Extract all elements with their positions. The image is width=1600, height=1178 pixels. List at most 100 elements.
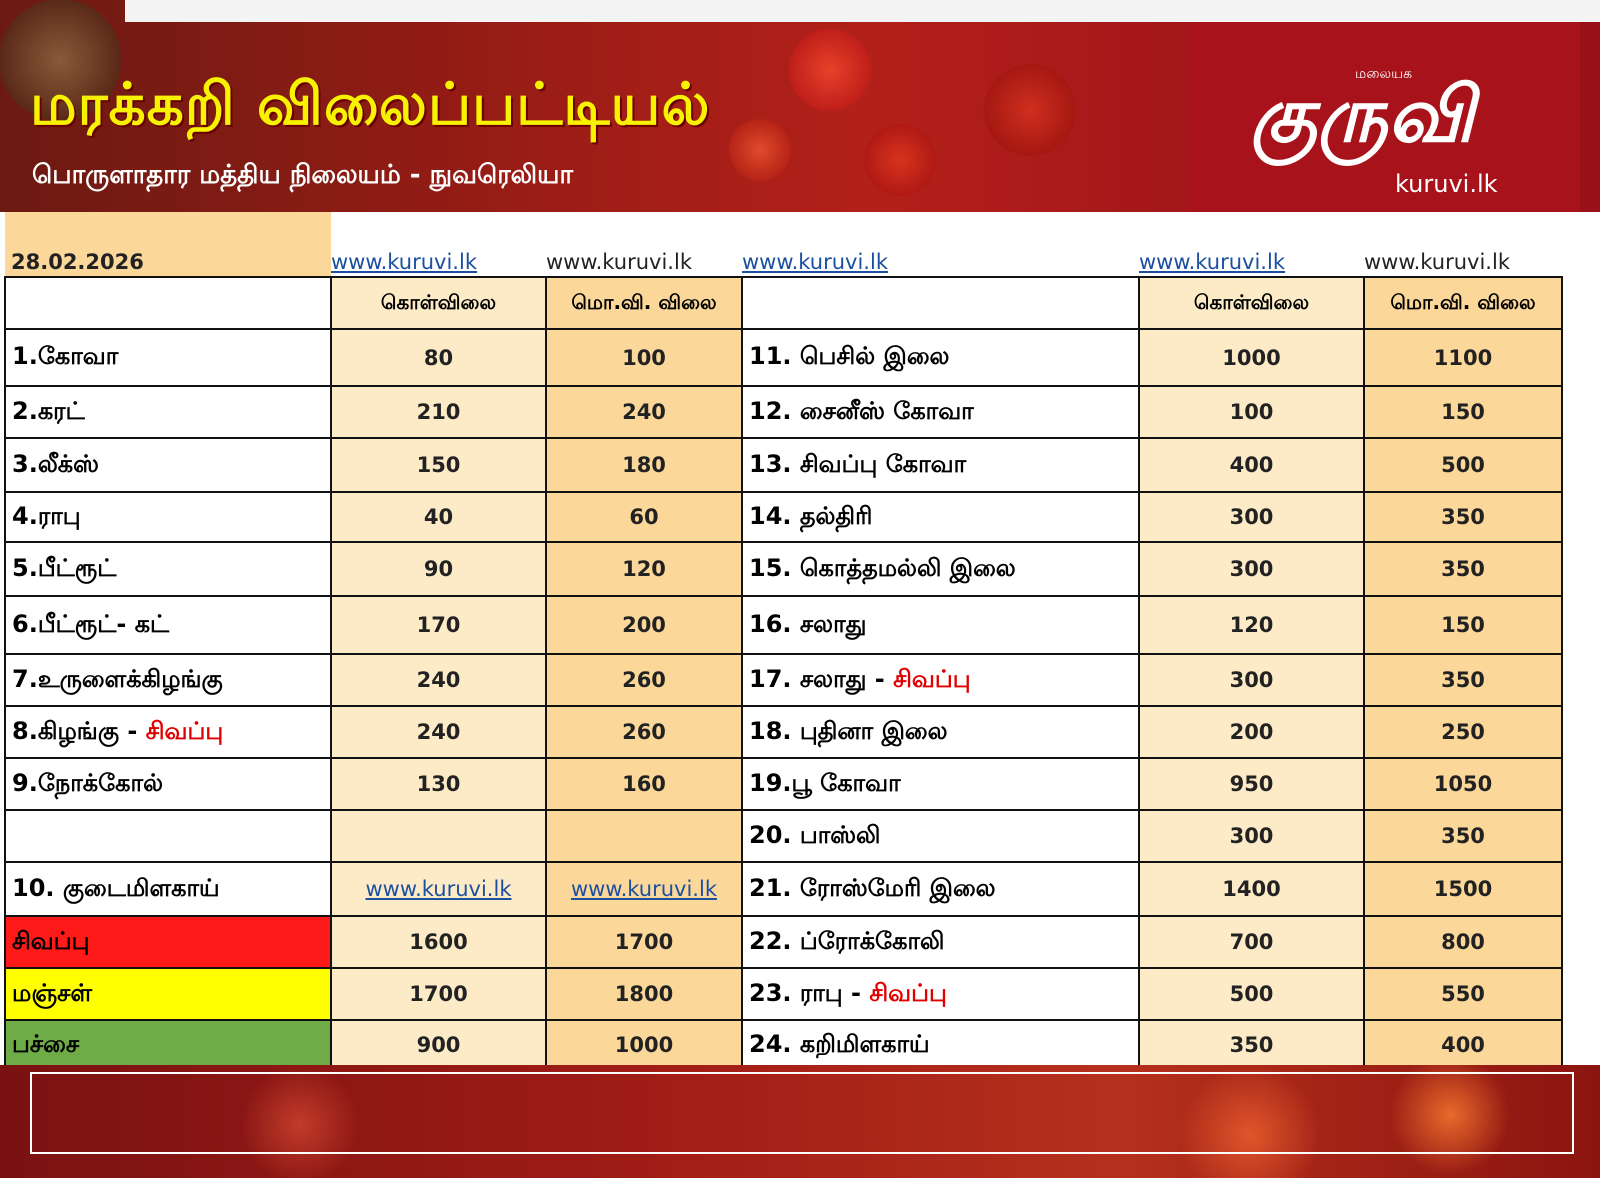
table-row: 6.பீட்ரூட்- கட் 170 200 16. சலாது 120 150 xyxy=(4,595,1563,655)
wholesale-price: 130 xyxy=(330,757,547,811)
retail-price: 350 xyxy=(1363,541,1563,597)
wholesale-price: 80 xyxy=(330,328,547,387)
vegetable-label: சிவப்பு xyxy=(12,926,90,955)
wholesale-price: 500 xyxy=(1138,967,1365,1021)
column-header-retail: மொ.வி. விலை xyxy=(1363,276,1563,330)
wholesale-price: 240 xyxy=(330,705,547,759)
footer-banner xyxy=(0,1065,1600,1178)
wholesale-price xyxy=(330,809,547,863)
wholesale-price: 90 xyxy=(330,541,547,597)
wholesale-price: 950 xyxy=(1138,757,1365,811)
wholesale-price: 300 xyxy=(1138,541,1365,597)
vegetable-label: 13. சிவப்பு கோவா xyxy=(749,449,967,478)
vegetable-name: 15. கொத்தமல்லி இலை xyxy=(741,541,1140,597)
table-row: 7.உருளைக்கிழங்கு 240 260 17. சலாது - சிவப்ப… xyxy=(4,653,1563,707)
watermark-link[interactable]: www.kuruvi.lk xyxy=(742,250,888,274)
kuruvi-logo[interactable]: குருவி xyxy=(1250,70,1474,159)
vegetable-name: 18. புதினா இலை xyxy=(741,705,1140,759)
retail-price[interactable]: www.kuruvi.lk xyxy=(545,861,743,917)
retail-price: 1000 xyxy=(545,1019,743,1071)
vegetable-label: பச்சை xyxy=(12,1029,80,1058)
wholesale-price: 120 xyxy=(1138,595,1365,655)
retail-price: 160 xyxy=(545,757,743,811)
vegetable-name: 10. குடைமிளகாய் xyxy=(4,861,332,917)
retail-price: 260 xyxy=(545,653,743,707)
wholesale-price: 210 xyxy=(330,385,547,439)
vegetable-name: 2.கரட் xyxy=(4,385,332,439)
vegetable-label: 3.லீக்ஸ் xyxy=(12,449,99,478)
table-row: 8.கிழங்கு - சிவப்பு 240 260 18. புதினா இலை 2… xyxy=(4,705,1563,759)
wholesale-price: 900 xyxy=(330,1019,547,1071)
table-row: சிவப்பு 1600 1700 22. ப்ரோக்கோலி 700 800 xyxy=(4,915,1563,969)
wholesale-price: 1400 xyxy=(1138,861,1365,917)
wholesale-price: 300 xyxy=(1138,491,1365,543)
table-row: 3.லீக்ஸ் 150 180 13. சிவப்பு கோவா 400 500 xyxy=(4,437,1563,493)
vegetable-name: 19.பூ கோவா xyxy=(741,757,1140,811)
vegetable-name: 24. கறிமிளகாய் xyxy=(741,1019,1140,1071)
retail-price: 1800 xyxy=(545,967,743,1021)
retail-price: 350 xyxy=(1363,809,1563,863)
watermark-link[interactable]: www.kuruvi.lk xyxy=(1139,250,1285,274)
retail-price: 260 xyxy=(545,705,743,759)
empty-header-cell xyxy=(741,276,1140,330)
column-header-wholesale: கொள்விலை xyxy=(330,276,547,330)
vegetable-label: 9.நோக்கோல் xyxy=(12,768,163,797)
price-table-area: 28.02.2026 www.kuruvi.lk www.kuruvi.lk w… xyxy=(0,212,1600,1071)
vegetable-label: 5.பீட்ரூட் xyxy=(12,553,117,582)
wholesale-price: 700 xyxy=(1138,915,1365,969)
column-header-row: கொள்விலை மொ.வி. விலை கொள்விலை மொ.வி. வில… xyxy=(4,276,1563,330)
vegetable-name: 6.பீட்ரூட்- கட் xyxy=(4,595,332,655)
retail-price: 200 xyxy=(545,595,743,655)
page-subtitle: பொருளாதார மத்திய நிலையம் - நுவரெலியா xyxy=(32,160,574,190)
vegetable-label: 10. குடைமிளகாய் xyxy=(12,873,220,902)
retail-price: 240 xyxy=(545,385,743,439)
table-row: பச்சை 900 1000 24. கறிமிளகாய் 350 400 xyxy=(4,1019,1563,1071)
vegetable-name: 5.பீட்ரூட் xyxy=(4,541,332,597)
logo-background xyxy=(1190,22,1580,212)
watermark-link[interactable]: www.kuruvi.lk xyxy=(331,250,477,274)
table-row: 2.கரட் 210 240 12. சைனீஸ் கோவா 100 150 xyxy=(4,385,1563,439)
vegetable-name: 21. ரோஸ்மேரி இலை xyxy=(741,861,1140,917)
wholesale-price[interactable]: www.kuruvi.lk xyxy=(330,861,547,917)
vegetable-name: 4.ராபு xyxy=(4,491,332,543)
retail-price: 1700 xyxy=(545,915,743,969)
price-table: 28.02.2026 www.kuruvi.lk www.kuruvi.lk w… xyxy=(4,212,1563,1071)
vegetable-label: 8.கிழங்கு - xyxy=(12,716,146,745)
retail-price: 400 xyxy=(1363,1019,1563,1071)
vegetable-name: 13. சிவப்பு கோவா xyxy=(741,437,1140,493)
vegetable-label: 1.கோவா xyxy=(12,342,119,370)
retail-price: 250 xyxy=(1363,705,1563,759)
vegetable-label: மஞ்சள் xyxy=(12,978,93,1007)
retail-price: 150 xyxy=(1363,595,1563,655)
vegetable-name xyxy=(4,809,332,863)
wholesale-price: 40 xyxy=(330,491,547,543)
vegetable-name: 8.கிழங்கு - சிவப்பு xyxy=(4,705,332,759)
vegetable-label: 16. சலாது xyxy=(749,609,867,638)
vegetable-label: 6.பீட்ரூட்- கட் xyxy=(12,609,170,638)
logo-url[interactable]: kuruvi.lk xyxy=(1395,170,1498,198)
vegetable-label: 23. ராபு - xyxy=(749,978,870,1007)
retail-price: 1100 xyxy=(1363,328,1563,387)
vegetable-label: 12. சைனீஸ் கோவா xyxy=(749,396,974,425)
footer-frame xyxy=(30,1072,1574,1154)
vegetable-label: 21. ரோஸ்மேரி இலை xyxy=(749,873,996,902)
table-row: 1.கோவா 80 100 11. பெசில் இலை 1000 1100 xyxy=(4,328,1563,387)
wholesale-price: 1600 xyxy=(330,915,547,969)
vegetable-label: 2.கரட் xyxy=(12,396,85,425)
retail-price: 180 xyxy=(545,437,743,493)
table-row: 5.பீட்ரூட் 90 120 15. கொத்தமல்லி இலை 300 350 xyxy=(4,541,1563,597)
wholesale-price: 1000 xyxy=(1138,328,1365,387)
table-row: 10. குடைமிளகாய் www.kuruvi.lk www.kuruvi.l… xyxy=(4,861,1563,917)
table-row: மஞ்சள் 1700 1800 23. ராபு - சிவப்பு 500 550 xyxy=(4,967,1563,1021)
retail-price: 120 xyxy=(545,541,743,597)
variant-red-label: சிவப்பு xyxy=(145,716,224,745)
price-date: 28.02.2026 xyxy=(5,212,331,277)
retail-price: 150 xyxy=(1363,385,1563,439)
retail-price: 100 xyxy=(545,328,743,387)
vegetable-label: 22. ப்ரோக்கோலி xyxy=(749,926,945,955)
vegetable-name: 11. பெசில் இலை xyxy=(741,328,1140,387)
vegetable-name: 1.கோவா xyxy=(4,328,332,387)
retail-price: 60 xyxy=(545,491,743,543)
variant-red-label: சிவப்பு xyxy=(893,664,971,693)
vegetable-label: 14. தல்திரி xyxy=(749,501,873,530)
